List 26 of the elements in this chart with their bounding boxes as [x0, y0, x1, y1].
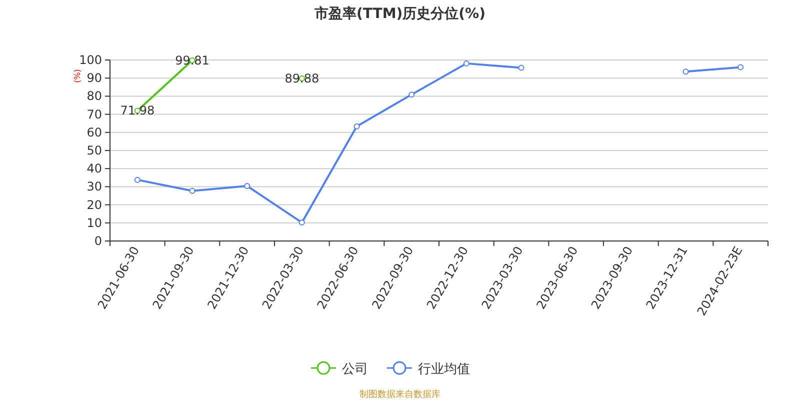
- point: [682, 68, 689, 75]
- y-axis-title: (%): [73, 69, 82, 83]
- point: [189, 188, 196, 194]
- legend-label: 行业均值: [418, 362, 470, 377]
- y-tick-label: 90: [86, 71, 102, 86]
- point: [738, 64, 744, 70]
- point: [134, 176, 140, 183]
- y-tick-label: 60: [86, 125, 102, 140]
- legend-label: 公司: [342, 362, 368, 377]
- point: [244, 182, 250, 189]
- y-tick-label: 20: [86, 198, 102, 212]
- chart-title: 市盈率(TTM)历史分位(%): [314, 5, 486, 22]
- y-tick-label: 80: [86, 89, 102, 104]
- y-tick-label: 70: [86, 107, 102, 122]
- point: [298, 220, 305, 226]
- y-tick-label: 40: [86, 162, 102, 176]
- text: 制图数据来自数据库: [360, 389, 440, 400]
- y-tick-label: 30: [86, 180, 102, 194]
- y-tick-label: 100: [79, 53, 102, 67]
- y-tick-label: 0: [94, 234, 102, 248]
- point: [463, 60, 470, 66]
- point: [408, 92, 415, 98]
- y-tick-label: 50: [86, 144, 102, 158]
- y-tick-label: 10: [86, 216, 102, 230]
- point: [354, 123, 360, 130]
- point: [518, 64, 524, 71]
